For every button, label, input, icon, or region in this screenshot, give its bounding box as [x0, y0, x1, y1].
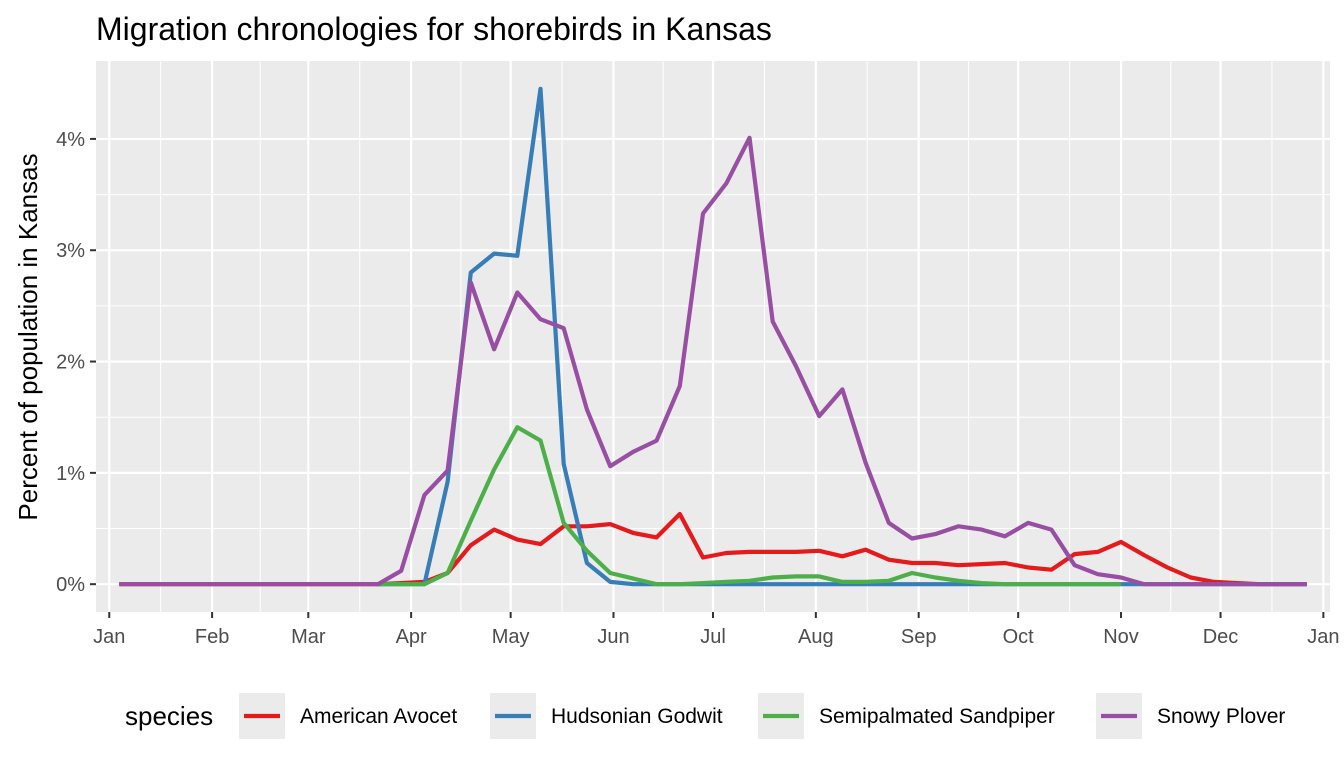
x-tick-label: Jan [1307, 626, 1339, 648]
y-tick-label: 2% [56, 352, 85, 374]
legend-item-semipalmated-sandpiper: Semipalmated Sandpiper [758, 693, 1055, 739]
series-line-snowy-plover [119, 135, 1307, 587]
x-tick-label: Jul [700, 626, 726, 648]
legend-label: Semipalmated Sandpiper [819, 705, 1055, 728]
x-tick-label: Aug [798, 626, 834, 648]
x-tick-label: Dec [1203, 626, 1239, 648]
x-tick-label: Feb [195, 626, 229, 648]
x-tick-label: May [492, 626, 530, 648]
x-tick-label: Mar [291, 626, 326, 648]
legend-item-hudsonian-godwit: Hudsonian Godwit [490, 693, 723, 739]
x-tick-label: Oct [1003, 626, 1035, 648]
y-axis-label: Percent of population in Kansas [13, 153, 43, 520]
legend: species American Avocet Hudsonian Godwit S… [125, 693, 1285, 739]
x-tick-label: Jun [597, 626, 629, 648]
legend-title: species [125, 701, 213, 731]
y-tick-label: 3% [56, 240, 85, 262]
series-line-semipalmated-sandpiper [378, 425, 1121, 587]
legend-item-snowy-plover: Snowy Plover [1096, 693, 1285, 739]
x-tick-label: Nov [1103, 626, 1139, 648]
chart-title: Migration chronologies for shorebirds in… [96, 11, 772, 47]
y-tick-label: 1% [56, 463, 85, 485]
x-tick-label: Sep [901, 626, 937, 648]
legend-item-american-avocet: American Avocet [239, 693, 457, 739]
x-tick-label: Apr [396, 626, 427, 648]
x-tick-label: Jan [93, 626, 125, 648]
y-tick-label: 4% [56, 129, 85, 151]
y-axis: 0% 1% 2% 3% 4% [56, 129, 96, 596]
series-lines [119, 86, 1307, 587]
legend-items: American Avocet Hudsonian Godwit Semipalma… [239, 693, 1285, 739]
x-axis: Jan Feb Mar Apr May Jun Jul Aug Sep Oct Nov Dec Jan [93, 612, 1339, 648]
legend-label: American Avocet [300, 705, 457, 728]
y-tick-label: 0% [56, 574, 85, 596]
grid-major [96, 61, 1330, 612]
legend-label: Hudsonian Godwit [551, 705, 723, 728]
legend-label: Snowy Plover [1157, 705, 1285, 728]
